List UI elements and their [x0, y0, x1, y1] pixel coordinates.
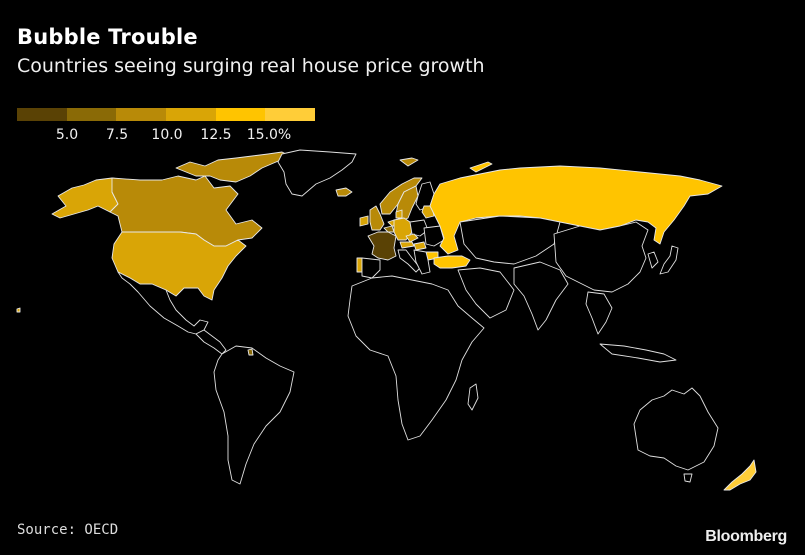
country-new-zealand [723, 459, 757, 491]
country-spain [356, 257, 363, 273]
country-iberia [361, 257, 381, 279]
country-ireland [359, 215, 369, 227]
legend-label: 15.0% [246, 127, 292, 143]
country-turkey [433, 255, 471, 269]
country-russia [429, 165, 723, 255]
country-madagascar [467, 383, 479, 411]
country-southeast-asia [585, 291, 613, 335]
country-canada [109, 175, 263, 247]
legend-bin [166, 108, 216, 121]
country-tasmania [683, 473, 693, 483]
legend-bin [215, 108, 266, 121]
legend-bin [265, 108, 316, 121]
country-korea [647, 251, 659, 269]
country-greenland [277, 149, 357, 197]
country-india [513, 261, 569, 331]
country-central-asia [459, 215, 561, 265]
legend-label: 12.5 [200, 127, 232, 143]
legend-bin [116, 108, 167, 121]
legend-label: 7.5 [105, 127, 129, 143]
country-france [367, 231, 397, 261]
country-hawaii [16, 307, 21, 313]
country-austria [399, 241, 415, 249]
legend-label: 5.0 [55, 127, 79, 143]
legend-bin [17, 108, 67, 121]
country-belgium [383, 225, 395, 233]
country-canada-arctic [175, 151, 291, 183]
country-svalbard [399, 157, 419, 167]
color-legend [17, 108, 316, 121]
country-uk [369, 205, 385, 231]
country-central-america [195, 329, 227, 355]
country-italy [397, 249, 421, 273]
legend-labels: 5.0 7.5 10.0 12.5 15.0% [17, 127, 315, 145]
country-china [553, 221, 649, 293]
country-middle-east [457, 267, 515, 319]
legend-label: 10.0 [151, 127, 183, 143]
country-ukraine [423, 225, 445, 247]
country-japan [659, 245, 679, 275]
country-indonesia [599, 343, 677, 363]
source-note: Source: OECD [17, 522, 119, 538]
country-french-guiana [247, 348, 254, 356]
chart-title: Bubble Trouble [17, 25, 198, 49]
country-mexico [117, 271, 209, 335]
world-map [16, 149, 757, 491]
chart-subtitle: Countries seeing surging real house pric… [17, 55, 485, 77]
bloomberg-logo: Bloomberg [705, 528, 787, 545]
country-balkans [413, 249, 431, 275]
country-africa [347, 275, 485, 441]
country-czech [405, 233, 419, 243]
country-poland [409, 219, 429, 237]
country-hungary [413, 241, 427, 251]
country-south-america [213, 345, 295, 485]
country-denmark [395, 209, 403, 219]
legend-bin [66, 108, 117, 121]
country-australia [633, 387, 719, 471]
country-russia-novaya-zemlya [469, 161, 493, 173]
country-iceland [335, 187, 353, 197]
